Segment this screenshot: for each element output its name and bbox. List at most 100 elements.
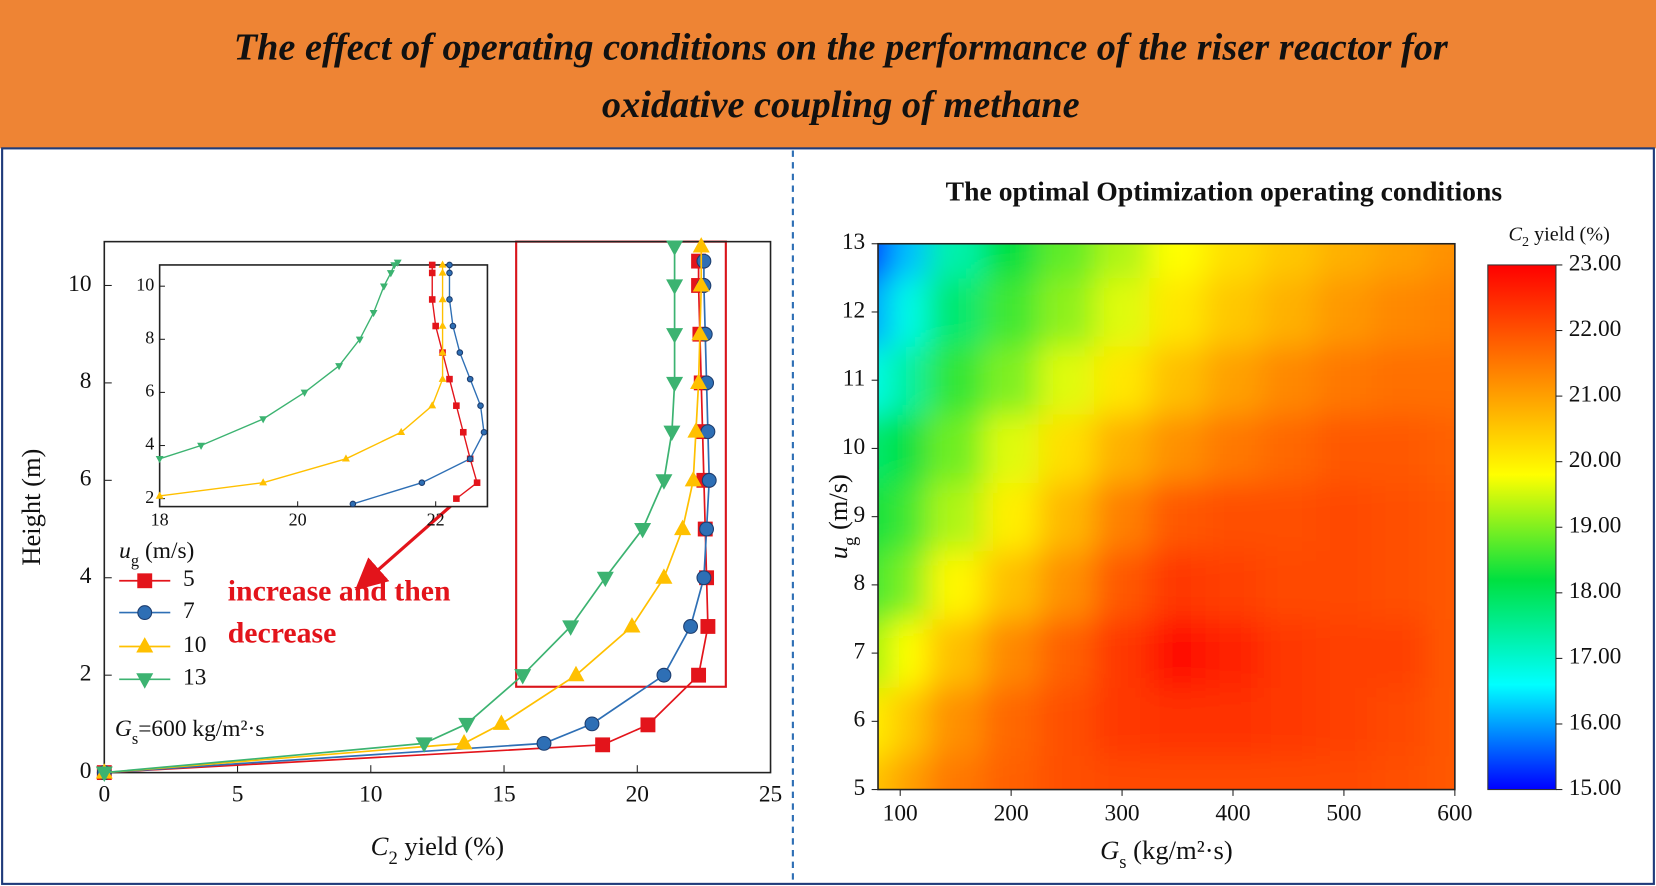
heat-cell	[1094, 277, 1151, 347]
marker	[663, 425, 681, 441]
y-tick-label: 2	[145, 487, 154, 507]
y-tick-label: 11	[843, 366, 866, 392]
marker	[634, 522, 652, 539]
marker	[449, 322, 457, 330]
marker	[596, 571, 614, 588]
heat-cell	[1427, 550, 1455, 620]
heat-cell	[1094, 618, 1151, 688]
marker	[155, 491, 164, 499]
x-tick-label: 400	[1215, 800, 1250, 826]
heat-cell	[1094, 687, 1151, 756]
marker	[137, 573, 153, 589]
marker	[684, 470, 702, 487]
heat-cell	[1205, 414, 1262, 484]
marker	[640, 717, 656, 733]
heat-cell	[1260, 277, 1317, 347]
heat-cell	[1316, 243, 1373, 279]
heat-cell	[983, 482, 1040, 552]
heat-cell	[927, 414, 984, 484]
y-tick-label: 4	[80, 563, 92, 589]
heat-cell	[1260, 687, 1317, 756]
marker	[355, 336, 364, 344]
heat-cell	[1427, 755, 1455, 790]
heat-cell	[878, 755, 890, 790]
text-part: (m/s)	[139, 539, 194, 565]
colorbar-tick-label: 21.00	[1569, 381, 1622, 407]
heat-cell	[878, 414, 890, 484]
x-tick-label: 10	[359, 781, 382, 807]
heat-cell	[1149, 414, 1206, 484]
heat-cell	[1149, 755, 1206, 790]
marker	[136, 637, 154, 653]
heat-cell	[1038, 243, 1095, 279]
heat-cell	[1371, 618, 1428, 688]
heat-cell	[1427, 243, 1455, 279]
heat-cell	[1205, 687, 1262, 756]
heat-cell	[1316, 414, 1373, 484]
marker	[379, 283, 388, 291]
heat-cell	[1149, 618, 1206, 688]
marker	[155, 456, 164, 464]
heat-cell	[1260, 414, 1317, 484]
marker	[683, 619, 699, 634]
heat-cell	[927, 687, 984, 756]
marker	[446, 261, 453, 269]
text-part: C	[1508, 223, 1522, 245]
banner	[0, 0, 1656, 149]
heat-cell	[878, 550, 890, 620]
heat-cell	[1371, 482, 1428, 552]
marker	[492, 714, 510, 730]
heat-cell	[1038, 755, 1095, 790]
heat-cell	[1038, 277, 1095, 347]
legend-title: ug (m/s)	[119, 539, 194, 571]
heat-cell	[889, 277, 929, 347]
heat-cell	[927, 277, 984, 347]
heat-cell	[1205, 243, 1262, 279]
x-tick-label: 18	[151, 510, 169, 530]
marker	[514, 669, 532, 685]
x-tick-label: 5	[232, 781, 244, 807]
marker	[536, 735, 552, 751]
heat-cell	[983, 755, 1040, 790]
x-tick-label: 500	[1326, 800, 1361, 826]
y-tick-label: 5	[854, 775, 866, 801]
colorbar-tick-label: 20.00	[1569, 447, 1622, 473]
heat-cell	[889, 755, 929, 790]
plot-frame	[103, 240, 772, 774]
banner-title: oxidative coupling of methane	[602, 84, 1080, 126]
text-part: =600 kg/m²·s	[138, 717, 264, 743]
heat-cell	[983, 346, 1040, 415]
heat-cell	[1316, 755, 1373, 790]
marker	[438, 295, 447, 303]
marker	[438, 321, 447, 329]
marker	[393, 259, 402, 267]
heat-cell	[927, 346, 984, 415]
marker	[466, 375, 474, 383]
heat-cell	[1038, 482, 1095, 552]
marker	[397, 427, 406, 435]
marker	[696, 570, 712, 586]
heat-cell	[983, 243, 1040, 279]
marker	[446, 296, 453, 303]
x-tick-label: 20	[289, 510, 307, 530]
marker	[691, 667, 707, 683]
y-tick-label: 7	[854, 638, 866, 664]
heat-cell	[1316, 687, 1373, 756]
marker	[480, 428, 488, 436]
heat-cell	[878, 482, 890, 552]
heat-cell	[1205, 550, 1262, 620]
heat-cell	[1149, 346, 1206, 415]
heat-cell	[878, 346, 890, 415]
marker	[259, 478, 268, 486]
heat-cell	[1094, 414, 1151, 484]
text-part: G	[1100, 835, 1119, 865]
marker	[438, 260, 447, 268]
heat-cell	[983, 687, 1040, 756]
heat-cell	[1371, 243, 1428, 279]
banner-title: The effect of operating conditions on th…	[234, 27, 1449, 69]
heat-cell	[983, 277, 1040, 347]
heat-cell	[1371, 755, 1428, 790]
heat-cell	[889, 618, 929, 688]
marker	[687, 422, 705, 438]
heat-cell	[1427, 618, 1455, 688]
